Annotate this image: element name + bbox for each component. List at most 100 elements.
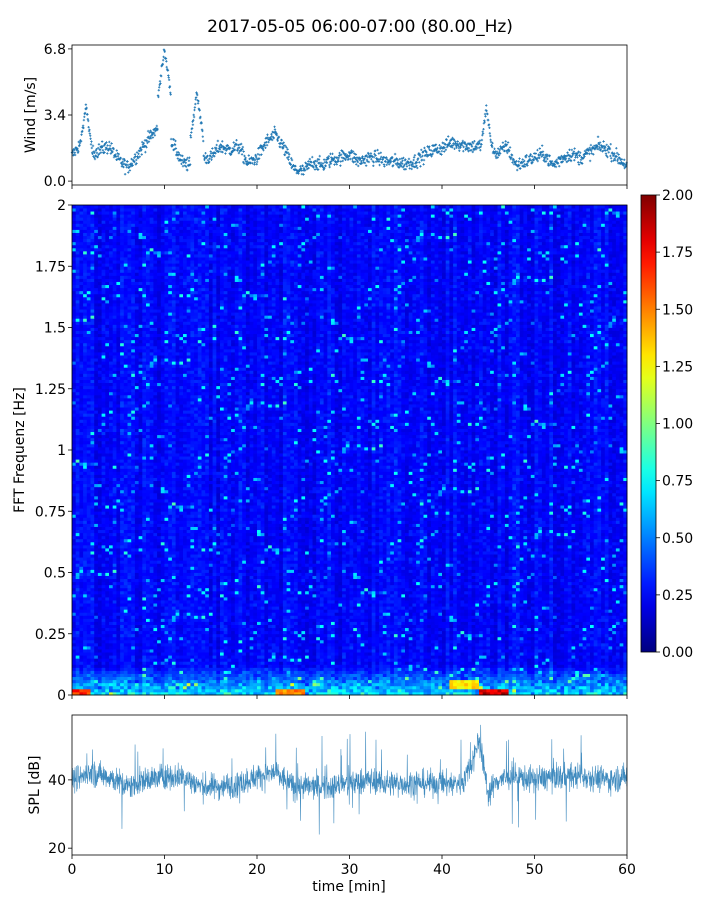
spectrogram-cell bbox=[171, 655, 176, 659]
spectrogram-cell bbox=[234, 670, 239, 674]
spectrogram-cell bbox=[323, 655, 328, 659]
spectrogram-cell bbox=[434, 673, 439, 678]
spectrogram-cell bbox=[408, 655, 413, 659]
spectrogram-cell bbox=[327, 664, 332, 668]
wind-point bbox=[270, 133, 273, 136]
spectrogram-cell bbox=[549, 652, 554, 656]
spectrogram-cell bbox=[456, 633, 461, 638]
spectrogram-cell bbox=[157, 642, 162, 647]
spectrogram-cell bbox=[109, 664, 114, 668]
spectrogram-cell bbox=[401, 676, 406, 681]
wind-point bbox=[328, 165, 331, 169]
spectrogram-cell bbox=[401, 621, 406, 625]
spectrogram-cell bbox=[286, 676, 291, 681]
spectrogram-cell bbox=[434, 627, 439, 632]
spectrogram-cell bbox=[275, 630, 280, 635]
spectrogram-cell bbox=[127, 646, 132, 650]
spectrogram-cell bbox=[186, 624, 191, 629]
spectrogram-cell bbox=[408, 664, 413, 668]
spectrogram-cell bbox=[286, 630, 291, 635]
wind-point bbox=[201, 129, 204, 133]
spectrogram-cell bbox=[460, 642, 465, 647]
spectrogram-cell bbox=[197, 649, 202, 653]
spectrogram-cell bbox=[282, 652, 287, 656]
spectrogram-cell bbox=[349, 652, 354, 656]
spectrogram-cell bbox=[601, 658, 606, 662]
spectrogram-cell bbox=[475, 646, 480, 650]
spectrogram-cell bbox=[501, 661, 506, 665]
spectrogram-cell bbox=[260, 682, 265, 687]
spectrogram-cell bbox=[390, 685, 395, 690]
spectrogram-cell bbox=[460, 664, 465, 668]
spectrogram-cell bbox=[390, 633, 395, 638]
spectrogram-cell bbox=[356, 633, 361, 638]
spectrogram-cell bbox=[449, 673, 454, 678]
spectrogram-cell bbox=[319, 624, 324, 629]
spectrogram-cell bbox=[212, 633, 217, 638]
spectrogram-cell bbox=[127, 670, 132, 674]
spectrogram-cell bbox=[205, 624, 210, 629]
spectrogram-cell bbox=[379, 642, 384, 647]
spectrogram-cell bbox=[120, 642, 125, 647]
spectrogram-cell bbox=[379, 682, 384, 687]
spectrogram-cell bbox=[116, 658, 121, 662]
spectrogram-cell bbox=[575, 646, 580, 650]
spectrogram-cell bbox=[316, 682, 321, 687]
spectrogram-cell bbox=[216, 639, 221, 644]
spectrogram-cell bbox=[316, 679, 321, 684]
spectrogram-cell bbox=[138, 652, 143, 656]
spectrogram-cell bbox=[445, 639, 450, 644]
spectrogram-cell bbox=[220, 649, 225, 653]
wind-point bbox=[78, 141, 82, 145]
spectrogram-cell bbox=[593, 624, 598, 629]
spectrogram-cell bbox=[475, 627, 480, 632]
spectrogram-cell bbox=[412, 676, 417, 681]
spectrogram-cell bbox=[501, 670, 506, 674]
spectrogram-cell bbox=[227, 655, 232, 659]
spectrogram-cell bbox=[538, 649, 543, 653]
spectrogram-cell bbox=[386, 679, 391, 684]
spectrogram-cell bbox=[308, 670, 313, 674]
spectrogram-cell bbox=[408, 652, 413, 656]
spectrogram-cell bbox=[146, 658, 151, 662]
wind-point bbox=[140, 140, 144, 144]
spectrogram-cell bbox=[105, 636, 110, 641]
spectrogram-cell bbox=[146, 630, 151, 635]
spectrogram-cell bbox=[490, 685, 495, 690]
wind-point bbox=[482, 127, 485, 131]
wind-point bbox=[577, 163, 581, 166]
spectrogram-cell bbox=[168, 682, 173, 687]
spectrogram-cell bbox=[353, 642, 358, 647]
spectrogram-cell bbox=[190, 627, 195, 632]
spectrogram-cell bbox=[216, 652, 221, 656]
spectrogram-cell bbox=[153, 646, 158, 650]
spectrogram-cell bbox=[234, 661, 239, 665]
spectrogram-cell bbox=[208, 664, 213, 668]
wind-point bbox=[193, 106, 197, 109]
spectrogram-cell bbox=[282, 630, 287, 635]
spectrogram-cell bbox=[197, 667, 202, 671]
spectrogram-cell bbox=[471, 676, 476, 681]
spectrogram-cell bbox=[368, 627, 373, 632]
wind-point bbox=[241, 145, 245, 149]
spectrogram-cell bbox=[294, 642, 299, 647]
spectrogram-cell bbox=[593, 676, 598, 681]
spectrogram-cell bbox=[356, 676, 361, 681]
spectrogram-cell bbox=[449, 667, 454, 671]
spectrogram-cell bbox=[575, 630, 580, 635]
spectrogram-cell bbox=[72, 627, 77, 632]
spectrogram-cell bbox=[279, 679, 284, 684]
spectrogram-cell bbox=[449, 679, 454, 684]
spectrogram-cell bbox=[419, 633, 424, 638]
spectrogram-cell bbox=[149, 652, 154, 656]
wind-point bbox=[262, 148, 265, 152]
spectrogram-cell bbox=[445, 642, 450, 647]
spectrogram-cell bbox=[190, 685, 195, 690]
spectrogram-cell bbox=[371, 633, 376, 638]
spectrogram-cell bbox=[593, 658, 598, 662]
spectrogram-cell bbox=[120, 682, 125, 687]
spectrogram-cell bbox=[371, 649, 376, 653]
spectrogram-cell bbox=[578, 624, 583, 629]
spectrogram-cell bbox=[564, 685, 569, 690]
spectrogram-cell bbox=[294, 646, 299, 650]
